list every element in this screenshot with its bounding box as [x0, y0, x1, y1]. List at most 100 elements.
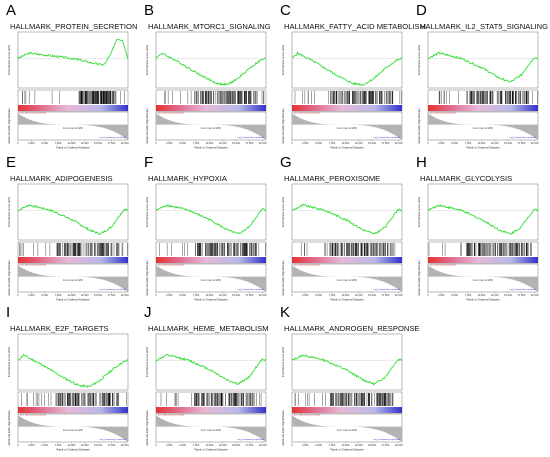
- neg-corr-label: 'neg' (negatively correlated): [237, 136, 264, 139]
- hit-lines: [159, 243, 266, 256]
- x-tick-label: 17,500: [245, 443, 253, 447]
- x-axis-label: Rank in Ordered Dataset: [56, 298, 89, 302]
- x-tick-label: 0: [17, 141, 19, 145]
- x-tick-label: 2,500: [302, 141, 309, 145]
- panel-letter: G: [280, 154, 292, 171]
- x-tick-label: 17,500: [245, 141, 253, 145]
- x-tick-label: 5,000: [451, 293, 458, 297]
- x-tick-label: 0: [291, 443, 293, 447]
- es-axis-label: Enrichment score (ES): [145, 347, 149, 377]
- x-tick-label: 20,000: [395, 141, 403, 145]
- panel-title: HALLMARK_HYPOXIA: [148, 174, 227, 183]
- heat-bar: [428, 105, 538, 111]
- x-tick-label: 17,500: [107, 443, 115, 447]
- x-tick-label: 5,000: [315, 141, 322, 145]
- x-axis-label: Rank in Ordered Dataset: [466, 298, 499, 302]
- x-tick-label: 12,500: [219, 293, 227, 297]
- x-tick-label: 5,000: [315, 443, 322, 447]
- x-tick-label: 15,000: [232, 293, 240, 297]
- gsea-panel-d: D HALLMARK_IL2_STAT5_SIGNALING 0 2,500 5,000…: [414, 2, 550, 154]
- metric-axis-label: Ranked list metric (Signal2Noise): [8, 260, 11, 296]
- es-curve: [427, 204, 539, 235]
- x-axis-label: Rank in Ordered Dataset: [330, 298, 363, 302]
- x-tick-label: 2,500: [28, 293, 35, 297]
- panel-letter: E: [6, 154, 17, 171]
- x-tick-label: 7,500: [193, 443, 200, 447]
- neg-corr-label: 'neg' (negatively correlated): [509, 288, 536, 291]
- x-tick-label: 10,000: [205, 141, 213, 145]
- gsea-panel-a: A HALLMARK_PROTEIN_SECRETION 0 2,500 5,000 7,…: [4, 2, 140, 154]
- neg-corr-label: 'neg' (negatively correlated): [237, 288, 264, 291]
- x-tick-label: 12,500: [81, 141, 89, 145]
- metric-fill: [292, 415, 402, 442]
- x-axis-label: Rank in Ordered Dataset: [194, 146, 227, 150]
- es-frame: [17, 333, 129, 391]
- x-tick-label: 7,500: [465, 141, 472, 145]
- x-tick-label: 17,500: [381, 293, 389, 297]
- es-axis-label: Enrichment score (ES): [7, 347, 11, 377]
- panel-title: HALLMARK_ANDROGEN_RESPONSE: [284, 324, 420, 333]
- x-tick-label: 15,000: [94, 443, 102, 447]
- es-curve: [155, 53, 267, 87]
- x-tick-label: 12,500: [355, 293, 363, 297]
- x-tick-label: 5,000: [179, 293, 186, 297]
- pos-corr-label: 'pos' (positively correlated): [430, 264, 456, 267]
- x-tick-label: 2,500: [302, 293, 309, 297]
- pos-corr-label: 'pos' (positively correlated): [158, 112, 184, 115]
- hit-lines: [294, 91, 402, 104]
- neg-corr-label: 'neg' (negatively correlated): [373, 288, 400, 291]
- x-axis-label: Rank in Ordered Dataset: [56, 448, 89, 452]
- gsea-panel-k: K HALLMARK_ANDROGEN_RESPONSE 0 2,500 5,000 7,…: [278, 304, 419, 456]
- x-axis-label: Rank in Ordered Dataset: [194, 298, 227, 302]
- es-curve: [17, 353, 129, 389]
- metric-fill: [18, 415, 128, 442]
- x-tick-label: 0: [427, 293, 429, 297]
- x-tick-label: 17,500: [517, 141, 525, 145]
- metric-axis-label: Ranked list metric (Signal2Noise): [418, 108, 421, 144]
- x-tick-label: 10,000: [205, 443, 213, 447]
- x-tick-label: 17,500: [107, 141, 115, 145]
- pos-corr-label: 'pos' (positively correlated): [20, 264, 46, 267]
- x-axis-label: Rank in Ordered Dataset: [330, 146, 363, 150]
- x-tick-label: 12,500: [81, 293, 89, 297]
- gsea-plot: 0 2,500 5,000 7,500 10,000 12,500 15,000 17,500…: [281, 31, 403, 150]
- x-axis-label: Rank in Ordered Dataset: [330, 448, 363, 452]
- hit-lines: [22, 91, 125, 104]
- x-tick-label: 15,000: [94, 141, 102, 145]
- x-tick-label: 20,000: [531, 293, 539, 297]
- gsea-plot: 0 2,500 5,000 7,500 10,000 12,500 15,000 17,500…: [7, 333, 129, 452]
- panel-letter: K: [280, 304, 291, 321]
- x-tick-label: 0: [155, 141, 157, 145]
- x-tick-label: 15,000: [368, 141, 376, 145]
- neg-corr-label: 'neg' (negatively correlated): [509, 136, 536, 139]
- neg-corr-label: 'neg' (negatively correlated): [99, 288, 126, 291]
- hit-lines: [294, 393, 394, 406]
- metric-axis-label: Ranked list metric (Signal2Noise): [8, 410, 11, 446]
- hit-lines: [160, 393, 262, 406]
- es-curve: [17, 38, 129, 66]
- x-tick-label: 17,500: [245, 293, 253, 297]
- gsea-plot: 0 2,500 5,000 7,500 10,000 12,500 15,000 17,500…: [281, 183, 403, 302]
- x-tick-label: 12,500: [491, 293, 499, 297]
- x-tick-label: 7,500: [193, 293, 200, 297]
- x-tick-label: 5,000: [41, 141, 48, 145]
- metric-fill: [292, 265, 402, 292]
- es-axis-label: Enrichment score (ES): [7, 197, 11, 227]
- x-tick-label: 5,000: [179, 141, 186, 145]
- x-tick-label: 17,500: [381, 141, 389, 145]
- zero-cross-label: Zero cross at 9250: [63, 429, 84, 432]
- x-tick-label: 0: [427, 141, 429, 145]
- panel-letter: C: [280, 2, 291, 19]
- zero-cross-label: Zero cross at 9250: [473, 279, 494, 282]
- gsea-plot: 0 2,500 5,000 7,500 10,000 12,500 15,000 17,500…: [281, 333, 403, 452]
- gsea-panel-h: H HALLMARK_GLYCOLYSIS 0 2,500 5,000 7,500 10,0…: [414, 154, 550, 306]
- gsea-plot: 0 2,500 5,000 7,500 10,000 12,500 15,000 17,500…: [145, 183, 267, 302]
- gsea-plot: 0 2,500 5,000 7,500 10,000 12,500 15,000 17,500…: [145, 31, 267, 150]
- x-tick-label: 5,000: [451, 141, 458, 145]
- x-tick-label: 0: [155, 293, 157, 297]
- es-frame: [17, 31, 129, 89]
- heat-bar: [292, 407, 402, 413]
- es-axis-label: Enrichment score (ES): [7, 45, 11, 75]
- heat-bar: [292, 257, 402, 263]
